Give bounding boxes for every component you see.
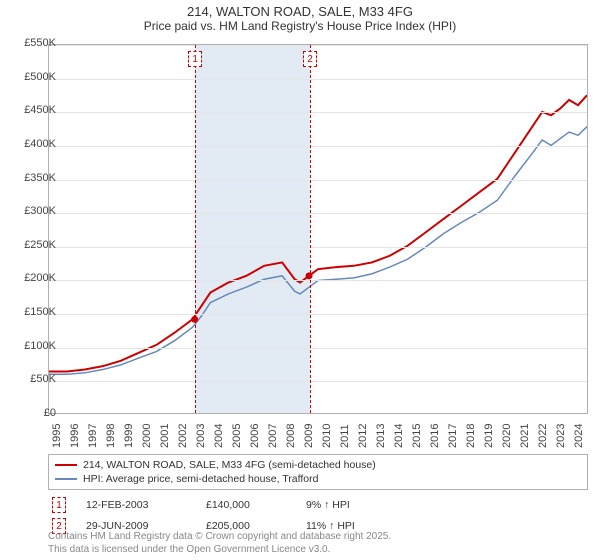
sale-pct-1: 9% ↑ HPI: [306, 499, 350, 511]
y-axis-label: £50K: [12, 373, 56, 385]
x-axis-label: 2009: [303, 424, 315, 448]
legend-item-hpi: HPI: Average price, semi-detached house,…: [55, 472, 581, 486]
y-axis-label: £400K: [12, 138, 56, 150]
sale-pct-1-suffix: HPI: [332, 499, 350, 511]
y-gridline: [49, 381, 587, 382]
swatch-property: [55, 464, 77, 466]
y-gridline: [49, 45, 587, 46]
sale-marker-box-1: 1: [188, 51, 202, 67]
sale-row-1: 1 12-FEB-2003 £140,000 9% ↑ HPI: [48, 494, 588, 515]
legend-box: 214, WALTON ROAD, SALE, M33 4FG (semi-de…: [48, 454, 588, 490]
x-axis-label: 2014: [393, 424, 405, 448]
x-axis-label: 1997: [87, 424, 99, 448]
x-axis-label: 2020: [501, 424, 513, 448]
y-gridline: [49, 348, 587, 349]
x-axis-label: 2013: [375, 424, 387, 448]
x-axis-label: 2010: [321, 424, 333, 448]
sale-marker-box-2: 2: [303, 51, 317, 67]
y-axis-label: £100K: [12, 340, 56, 352]
y-gridline: [49, 146, 587, 147]
sale-marker-1-id: 1: [56, 500, 62, 511]
x-axis-label: 2001: [159, 424, 171, 448]
y-gridline: [49, 280, 587, 281]
y-gridline: [49, 112, 587, 113]
series-line-property: [49, 95, 587, 371]
legend-label-hpi: HPI: Average price, semi-detached house,…: [83, 473, 318, 485]
x-axis-label: 2017: [447, 424, 459, 448]
sale-marker-2-id: 2: [56, 521, 62, 532]
x-axis-label: 2024: [573, 424, 585, 448]
x-axis-label: 2019: [483, 424, 495, 448]
x-axis-label: 2018: [465, 424, 477, 448]
sale-marker-line-1: [195, 45, 196, 413]
y-axis-label: £300K: [12, 205, 56, 217]
y-gridline: [49, 247, 587, 248]
x-axis-label: 2002: [177, 424, 189, 448]
chart-title: 214, WALTON ROAD, SALE, M33 4FG: [0, 4, 600, 19]
line-series-svg: [49, 45, 587, 413]
y-axis-label: £450K: [12, 104, 56, 116]
plot-area: 12: [48, 44, 588, 414]
chart-subtitle: Price paid vs. HM Land Registry's House …: [0, 19, 600, 33]
x-axis-label: 2012: [357, 424, 369, 448]
x-axis-label: 2005: [231, 424, 243, 448]
sale-date-1: 12-FEB-2003: [86, 499, 186, 511]
x-axis-label: 2004: [213, 424, 225, 448]
y-axis-label: £550K: [12, 37, 56, 49]
swatch-hpi: [55, 478, 77, 480]
footer-line-2: This data is licensed under the Open Gov…: [48, 544, 391, 557]
sale-price-1: £140,000: [206, 499, 286, 511]
chart-container: 214, WALTON ROAD, SALE, M33 4FG Price pa…: [0, 0, 600, 560]
x-axis-label: 2008: [285, 424, 297, 448]
y-gridline: [49, 213, 587, 214]
x-axis-label: 2016: [429, 424, 441, 448]
y-gridline: [49, 79, 587, 80]
sale-pct-1-val: 9%: [306, 499, 321, 511]
x-axis-label: 1998: [105, 424, 117, 448]
x-axis-label: 2003: [195, 424, 207, 448]
y-gridline: [49, 314, 587, 315]
y-gridline: [49, 180, 587, 181]
y-axis-label: £200K: [12, 272, 56, 284]
sale-marker-line-2: [310, 45, 311, 413]
footer-attribution: Contains HM Land Registry data © Crown c…: [48, 531, 391, 556]
legend-item-property: 214, WALTON ROAD, SALE, M33 4FG (semi-de…: [55, 458, 581, 472]
x-axis-label: 1996: [69, 424, 81, 448]
up-arrow-icon: ↑: [324, 499, 329, 511]
y-axis-label: £350K: [12, 172, 56, 184]
legend-and-sales: 214, WALTON ROAD, SALE, M33 4FG (semi-de…: [48, 454, 588, 536]
footer-line-1: Contains HM Land Registry data © Crown c…: [48, 531, 391, 544]
x-axis-label: 1995: [51, 424, 63, 448]
x-axis-label: 2023: [555, 424, 567, 448]
sale-marker-1: 1: [52, 497, 66, 513]
x-axis-label: 2007: [267, 424, 279, 448]
y-axis-label: £0: [12, 407, 56, 419]
title-block: 214, WALTON ROAD, SALE, M33 4FG Price pa…: [0, 0, 600, 35]
x-axis-label: 2015: [411, 424, 423, 448]
x-axis-label: 2000: [141, 424, 153, 448]
x-axis-label: 2022: [537, 424, 549, 448]
y-axis-label: £150K: [12, 306, 56, 318]
y-axis-label: £500K: [12, 71, 56, 83]
y-axis-label: £250K: [12, 239, 56, 251]
x-axis-label: 1999: [123, 424, 135, 448]
x-axis-label: 2006: [249, 424, 261, 448]
legend-label-property: 214, WALTON ROAD, SALE, M33 4FG (semi-de…: [83, 459, 376, 471]
x-axis-label: 2021: [519, 424, 531, 448]
x-axis-label: 2011: [339, 424, 351, 448]
